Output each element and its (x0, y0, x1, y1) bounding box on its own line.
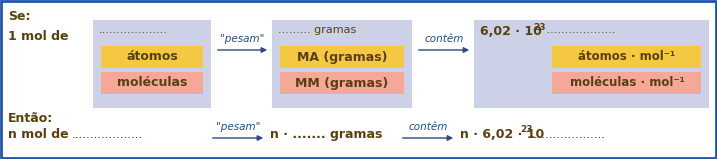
Bar (280, 46, 404, 68)
Text: ......... gramas: ......... gramas (278, 25, 356, 35)
Text: n · 6,02 · 10: n · 6,02 · 10 (460, 128, 544, 141)
Bar (101, 46, 203, 68)
Bar (101, 72, 203, 94)
Text: "pesam": "pesam" (220, 34, 265, 44)
Text: 6,02 · 10: 6,02 · 10 (480, 25, 542, 38)
Bar (552, 46, 701, 68)
Bar (552, 72, 701, 94)
Text: "pesam": "pesam" (216, 122, 260, 132)
Text: contêm: contêm (408, 122, 447, 132)
Text: 23: 23 (520, 125, 533, 134)
Text: n mol de: n mol de (8, 128, 69, 141)
Text: ...................: ................... (543, 25, 615, 35)
Text: ...................: ................... (72, 128, 143, 141)
Text: contêm: contêm (424, 34, 464, 44)
Bar (272, 20, 412, 108)
Text: moléculas · mol⁻¹: moléculas · mol⁻¹ (569, 76, 684, 90)
Text: n · ....... gramas: n · ....... gramas (270, 128, 382, 141)
Bar (474, 20, 709, 108)
Text: ...................: ................... (530, 128, 605, 141)
Bar (93, 20, 211, 108)
Bar (280, 72, 404, 94)
Text: Então:: Então: (8, 112, 53, 125)
Text: Se:: Se: (8, 10, 31, 23)
Text: 23: 23 (533, 23, 546, 32)
Text: MM (gramas): MM (gramas) (295, 76, 389, 90)
Text: 1 mol de: 1 mol de (8, 30, 69, 43)
Text: átomos: átomos (126, 51, 178, 63)
Text: moléculas: moléculas (117, 76, 187, 90)
Text: ...................: ................... (99, 25, 168, 35)
Text: átomos · mol⁻¹: átomos · mol⁻¹ (579, 51, 675, 63)
Text: MA (gramas): MA (gramas) (297, 51, 387, 63)
